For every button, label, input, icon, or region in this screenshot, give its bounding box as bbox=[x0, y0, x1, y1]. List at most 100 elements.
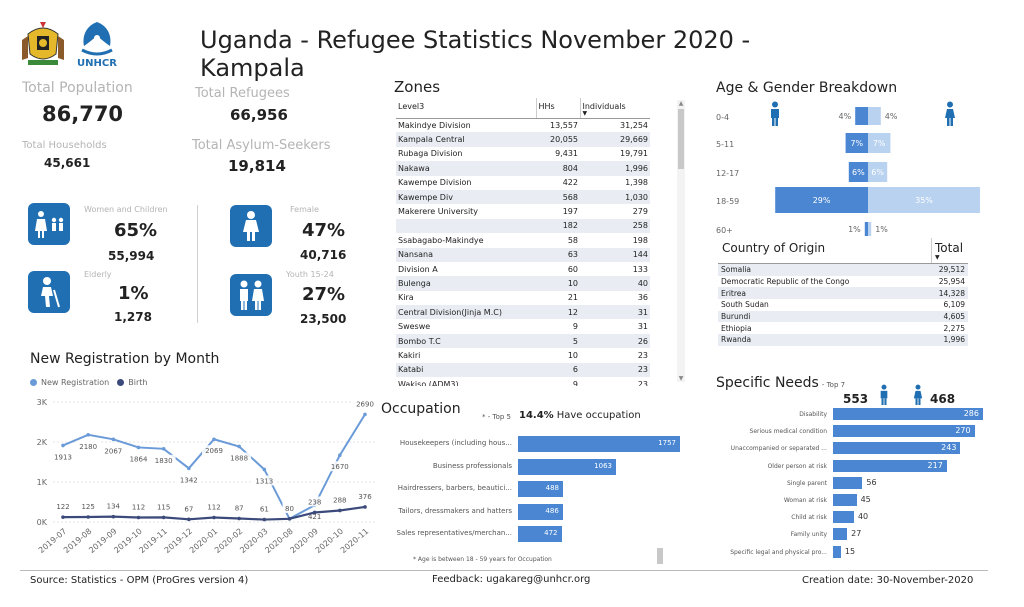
scroll-down-icon[interactable]: ▼ bbox=[678, 375, 684, 382]
data-label-bg bbox=[327, 461, 352, 472]
bar[interactable] bbox=[833, 425, 975, 438]
bar[interactable] bbox=[833, 459, 947, 472]
origin-row[interactable]: Somalia 29,512 bbox=[718, 264, 968, 276]
origin-table-container[interactable]: Country of Origin Total ▼ Somalia 29,512 De… bbox=[718, 238, 968, 362]
origin-header-total-label: Total bbox=[935, 241, 964, 255]
scrollbar-thumb[interactable] bbox=[678, 109, 684, 169]
zone-name-cell: Rubaga Division bbox=[398, 149, 463, 159]
origin-total-cell: 2,275 bbox=[943, 323, 965, 333]
data-label-bg bbox=[51, 451, 75, 462]
bar[interactable] bbox=[833, 442, 961, 455]
bar-category-label: Older person at risk bbox=[767, 462, 827, 470]
male-pct-label: 4% bbox=[838, 112, 851, 121]
y-tick-label: 0K bbox=[37, 518, 48, 527]
origin-header-country[interactable]: Country of Origin bbox=[718, 238, 932, 263]
zones-table-container[interactable]: Level3 HHs Individuals ▼ Makindye Divisio… bbox=[396, 98, 650, 386]
data-point bbox=[312, 510, 317, 515]
bar[interactable] bbox=[833, 408, 983, 420]
female-pct-label: 6% bbox=[871, 168, 884, 177]
origin-row[interactable]: Democratic Republic of the Congo 25,954 bbox=[718, 276, 968, 288]
zones-row[interactable]: Bulenga 10 40 bbox=[396, 276, 650, 291]
zones-row[interactable]: Central Division(Jinja M.C) 12 31 bbox=[396, 305, 650, 320]
bar[interactable] bbox=[833, 476, 863, 489]
bar-value-label: 270 bbox=[955, 426, 971, 436]
bar[interactable] bbox=[518, 436, 680, 452]
zones-row[interactable]: Kira 21 36 bbox=[396, 291, 650, 305]
origin-row[interactable]: Ethiopia 2,275 bbox=[718, 322, 968, 334]
zone-individuals-cell: 23 bbox=[637, 350, 648, 360]
zone-individuals-cell: 1,398 bbox=[625, 178, 648, 188]
zones-row[interactable]: Makindye Division 13,557 31,254 bbox=[396, 118, 650, 132]
data-label: 1342 bbox=[176, 474, 201, 485]
zone-individuals-cell: 31,254 bbox=[620, 120, 648, 130]
footer-feedback[interactable]: Feedback: ugakareg@unhcr.org bbox=[432, 574, 591, 585]
origin-header-total[interactable]: Total ▼ bbox=[932, 238, 968, 263]
occupation-bar-chart: Housekeepers (including hous... 1757 Busin… bbox=[380, 428, 690, 550]
data-label: 112 bbox=[129, 501, 148, 512]
zone-hhs-cell: 9,431 bbox=[555, 149, 578, 159]
zones-row[interactable]: Division A 60 133 bbox=[396, 262, 650, 276]
origin-row[interactable]: Eritrea 14,328 bbox=[718, 287, 968, 300]
origin-row[interactable]: Rwanda 1,996 bbox=[718, 334, 968, 346]
age-gender-title: Age & Gender Breakdown bbox=[716, 80, 898, 96]
zones-row[interactable]: Sweswe 9 31 bbox=[396, 319, 650, 333]
women-children-icon bbox=[28, 203, 70, 245]
zones-header-level3[interactable]: Level3 bbox=[396, 98, 537, 119]
zones-row[interactable]: Kakiri 10 23 bbox=[396, 348, 650, 362]
data-label: 1864 bbox=[126, 453, 151, 464]
female-bar bbox=[868, 222, 872, 236]
zones-scrollbar[interactable]: ▲ ▼ bbox=[677, 100, 685, 382]
data-label-text: 61 bbox=[260, 506, 269, 514]
bar[interactable] bbox=[833, 494, 857, 506]
bar-value-label: 1063 bbox=[594, 461, 612, 470]
bar[interactable] bbox=[518, 503, 563, 520]
zones-row[interactable]: Kawempe Division 422 1,398 bbox=[396, 176, 650, 190]
zones-header-individuals[interactable]: Individuals ▼ bbox=[580, 98, 650, 119]
zones-row[interactable]: Wakiso (ADM3) 9 23 bbox=[396, 377, 650, 386]
zone-hhs-cell: 20,055 bbox=[536, 132, 580, 147]
male-pct-label: 1% bbox=[848, 225, 861, 234]
zone-individuals-cell: 31 bbox=[580, 305, 650, 320]
zones-row[interactable]: 182 258 bbox=[396, 218, 650, 234]
data-point bbox=[111, 514, 116, 519]
zone-name-cell: Ssabagabo-Makindye bbox=[398, 235, 484, 245]
origin-row[interactable]: Burundi 4,605 bbox=[718, 310, 968, 323]
data-label-text: 1913 bbox=[54, 453, 72, 461]
bar-category-label: Single parent bbox=[786, 479, 827, 487]
scroll-up-icon[interactable]: ▲ bbox=[678, 100, 684, 107]
zone-name-cell: Wakiso (ADM3) bbox=[398, 379, 459, 386]
zones-row[interactable]: Rubaga Division 9,431 19,791 bbox=[396, 147, 650, 161]
zones-header-hhs[interactable]: HHs bbox=[536, 98, 581, 119]
origin-total-cell: 4,605 bbox=[919, 310, 968, 323]
youth-count: 23,500 bbox=[300, 312, 347, 326]
origin-row[interactable]: South Sudan 6,109 bbox=[718, 299, 968, 311]
zones-row[interactable]: Nansana 63 144 bbox=[396, 247, 650, 262]
zones-row[interactable]: Bombo T.C 5 26 bbox=[396, 333, 650, 349]
bar[interactable] bbox=[833, 528, 848, 541]
data-label-bg bbox=[78, 501, 98, 511]
zones-row[interactable]: Nakawa 804 1,996 bbox=[396, 161, 650, 176]
female-bar bbox=[868, 133, 891, 153]
bar[interactable] bbox=[833, 511, 854, 524]
data-label: 115 bbox=[154, 501, 174, 512]
bar-value-label: 1757 bbox=[658, 439, 676, 447]
bar[interactable] bbox=[833, 545, 841, 558]
occupation-scrollbar[interactable] bbox=[657, 548, 663, 564]
bar[interactable] bbox=[518, 458, 616, 475]
data-label: 1830 bbox=[151, 454, 176, 465]
bar[interactable] bbox=[518, 481, 563, 497]
zones-row[interactable]: Kawempe Div 568 1,030 bbox=[396, 189, 650, 205]
uganda-coat-of-arms-logo bbox=[20, 20, 66, 68]
bar[interactable] bbox=[518, 526, 562, 542]
data-point bbox=[262, 467, 267, 472]
zones-row[interactable]: Kampala Central 20,055 29,669 bbox=[396, 132, 650, 147]
zones-row[interactable]: Katabi 6 23 bbox=[396, 362, 650, 378]
origin-total-cell: 6,109 bbox=[943, 300, 965, 310]
zones-row[interactable]: Makerere University 197 279 bbox=[396, 204, 650, 218]
data-label-text: 115 bbox=[157, 503, 170, 511]
total-refugees-label: Total Refugees bbox=[195, 86, 290, 101]
data-point bbox=[338, 453, 342, 457]
zones-row[interactable]: Ssabagabo-Makindye 58 198 bbox=[396, 233, 650, 247]
zone-individuals-cell: 279 bbox=[632, 207, 648, 217]
